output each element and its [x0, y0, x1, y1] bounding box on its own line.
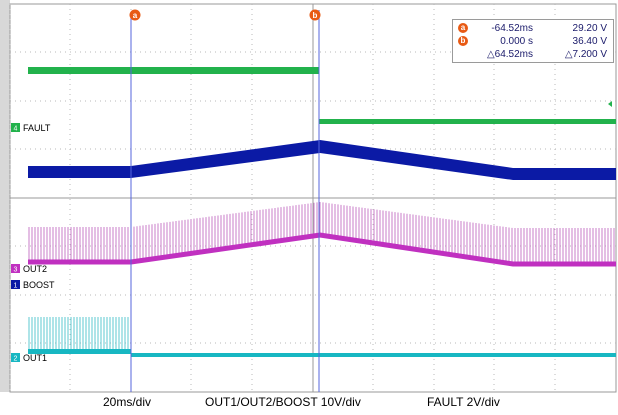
svg-text:BOOST: BOOST	[23, 280, 55, 290]
out2-trace	[28, 232, 616, 267]
svg-text:FAULT: FAULT	[23, 123, 51, 133]
fault-trace-low	[319, 119, 616, 124]
svg-text:a: a	[133, 11, 138, 20]
cursor-b-time: 0.000 s	[500, 36, 533, 47]
timebase-label: 20ms/div	[103, 395, 152, 409]
cursor-delta-value: △7.200 V	[564, 49, 607, 60]
svg-text:4: 4	[14, 126, 18, 133]
fault-level-marker	[608, 101, 612, 107]
cursor-b-badge: b	[458, 36, 468, 46]
out1-pulse-train	[28, 317, 129, 350]
svg-text:3: 3	[14, 267, 18, 274]
channel-label-boost: 1 BOOST	[11, 280, 55, 290]
cursor-b-value: 36.40 V	[572, 36, 607, 47]
cursor-readout-box: a -64.52ms 29.20 V b 0.000 s 36.40 V △64…	[452, 19, 614, 63]
boost-trace	[28, 140, 616, 180]
cursor-readout-row-b: b 0.000 s 36.40 V	[453, 36, 613, 48]
left-bezel	[0, 0, 10, 392]
cursor-delta-time: △64.52ms	[486, 49, 533, 60]
channel-label-out2: 3 OUT2	[11, 264, 47, 274]
fault-scale-label: FAULT 2V/div	[427, 395, 500, 409]
fault-trace-high	[28, 67, 319, 74]
out2-pulse-train	[28, 202, 615, 264]
channel-label-out1: 2 OUT1	[11, 353, 47, 363]
cursor-a-value: 29.20 V	[572, 23, 607, 34]
voltage-scale-label: OUT1/OUT2/BOOST 10V/div	[205, 395, 361, 409]
cursor-a-time: -64.52ms	[491, 23, 533, 34]
svg-text:1: 1	[14, 283, 18, 290]
cursor-a-badge: a	[458, 23, 468, 33]
svg-text:b: b	[313, 11, 318, 20]
cursor-b-marker[interactable]: b	[309, 9, 321, 21]
cursor-readout-row-delta: △64.52ms △7.200 V	[453, 49, 613, 61]
svg-text:2: 2	[14, 356, 18, 363]
out1-trace-low	[131, 353, 616, 357]
out1-trace-high	[28, 349, 131, 354]
svg-text:OUT2: OUT2	[23, 264, 47, 274]
channel-label-fault: 4 FAULT	[11, 123, 51, 133]
svg-text:OUT1: OUT1	[23, 353, 47, 363]
cursor-readout-row-a: a -64.52ms 29.20 V	[453, 23, 613, 35]
cursor-a-marker[interactable]: a	[129, 9, 141, 21]
